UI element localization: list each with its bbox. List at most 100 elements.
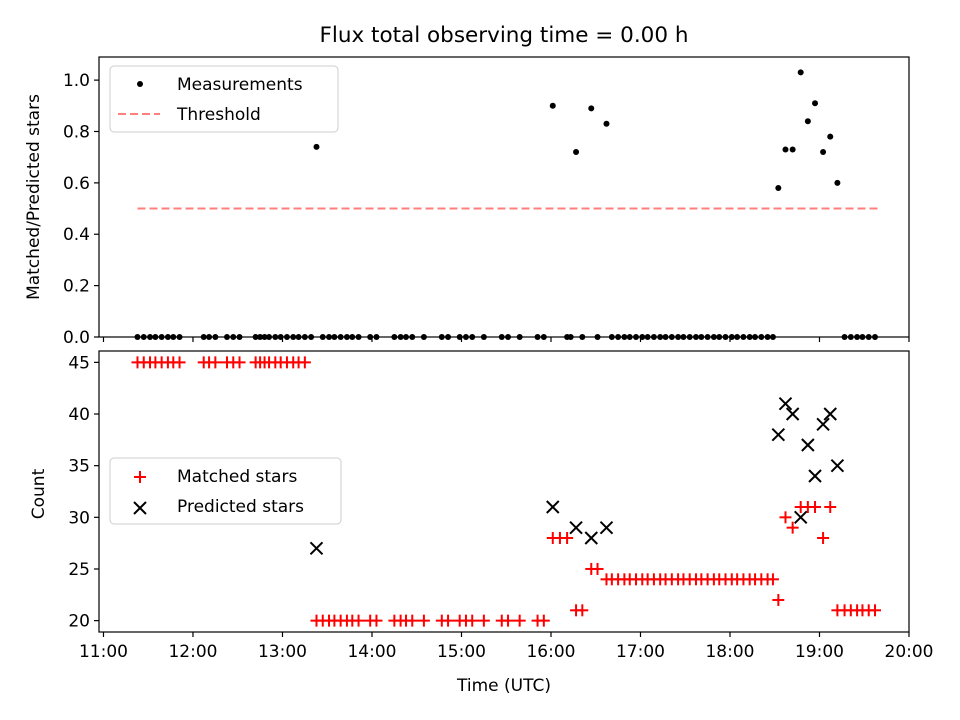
predicted-star-point [584,531,598,545]
top-ytick-label: 0.4 [63,225,90,245]
predicted-star-point [771,427,786,442]
matched-star-point [502,614,515,627]
predicted-star-stroke-b [569,520,583,535]
predicted-star-point [793,510,808,525]
matched-star-point [209,356,222,369]
bottom-ytick-label: 30 [68,508,90,528]
predicted-star-point [546,500,560,514]
bottom-axes-frame [98,350,910,633]
predicted-star-stroke-b [793,510,808,525]
matched-star-point [466,614,479,627]
top-ytick-label: 0.6 [63,174,90,194]
predicted-star-stroke-b [816,417,830,432]
top-legend: Measurements Threshold [109,65,339,133]
bottom-xtick-label: 15:00 [437,642,486,662]
matched-star-point [868,604,881,617]
bottom-xtick-label: 19:00 [795,642,844,662]
matched-star-point [173,356,186,369]
matched-star-point [817,531,830,544]
top-legend-box [109,65,339,133]
predicted-star-point [778,396,793,411]
predicted-star-point [569,520,583,535]
predicted-star-point [309,541,324,556]
measurement-point [588,105,595,112]
legend-threshold-label: Threshold [176,105,261,125]
top-ytick-label: 0.2 [63,277,90,297]
bottom-legend: Matched stars Predicted stars [109,457,342,525]
matched-star-point [513,614,526,627]
predicted-star-stroke-b [599,520,614,535]
top-y-axis-label: Matched/Predicted stars [24,94,44,300]
bottom-ytick-label: 20 [68,612,90,632]
predicted-star-stroke-b [801,438,815,452]
legend-measurements-marker [137,81,143,87]
figure-title: Flux total observing time = 0.00 h [320,23,689,48]
bottom-ytick-label: 35 [68,457,90,477]
top-ytick-label: 1.0 [63,71,90,91]
measurement-point [789,146,796,153]
predicted-star-stroke-b [309,541,324,556]
measurement-point [782,146,789,153]
predicted-star-stroke-b [823,407,837,421]
legend-measurements-label: Measurements [177,75,303,95]
top-panel: 0.0 0.2 0.4 0.6 0.8 1.0 Matched/Predicted sta… [24,56,910,348]
bottom-xtick-label: 20:00 [885,642,934,662]
top-axes-frame [98,56,910,338]
matched-star-point [477,614,490,627]
matched-star-point [824,500,837,513]
matched-star-point [370,614,383,627]
legend-predicted-marker [133,501,147,515]
matched-star-point [809,500,822,513]
bottom-xtick-label: 13:00 [258,642,307,662]
matched-star-point [537,614,550,627]
measurement-point [804,118,811,125]
bottom-ytick-label: 25 [68,560,90,580]
legend-predicted-label: Predicted stars [177,497,304,517]
bottom-xtick-label: 14:00 [347,642,396,662]
predicted-star-stroke-b [785,407,800,421]
bottom-xtick-label: 11:00 [79,642,128,662]
predicted-star-point [599,520,614,535]
measurement-point [313,143,320,150]
matched-star-point [298,356,311,369]
matched-star-point [561,531,574,544]
measurement-point [775,185,782,192]
matched-star-point [352,614,365,627]
matched-star-point [591,562,604,575]
bottom-xtick-label: 12:00 [168,642,217,662]
matched-star-point [406,614,419,627]
top-ytick-label: 0.8 [63,122,90,142]
predicted-star-stroke-b [778,396,793,411]
predicted-star-stroke-b [546,500,560,514]
bottom-xtick-label: 17:00 [616,642,665,662]
legend-matched-marker [134,471,146,483]
predicted-star-point [823,407,837,421]
predicted-star-point [816,417,830,432]
predicted-star-stroke-b [808,469,822,483]
matched-star-point [772,593,785,606]
predicted-star-point [830,458,845,473]
bottom-panel: 20 25 30 35 40 45 11:00 12:00 13:00 14:00 15:00 16… [29,350,934,696]
measurement-point [812,100,819,107]
measurement-point [834,179,841,186]
bottom-ytick-label: 45 [68,353,90,373]
predicted-star-point [808,469,822,483]
predicted-star-stroke-b [584,531,598,545]
x-axis-label: Time (UTC) [456,676,551,696]
measurement-point [603,120,610,127]
matched-star-point [233,356,246,369]
predicted-star-point [785,407,800,421]
matched-star-point [417,614,430,627]
legend-matched-label: Matched stars [177,467,297,487]
measurement-point [573,149,580,156]
top-ytick-label: 0.0 [63,328,90,348]
matched-star-point [576,604,589,617]
bottom-xtick-label: 18:00 [705,642,754,662]
bottom-legend-box [109,457,342,525]
measurement-point [827,133,834,140]
predicted-star-stroke-b [771,427,786,442]
matched-star-point [779,511,792,524]
bottom-y-axis-label: Count [29,468,49,519]
bottom-xtick-label: 16:00 [526,642,575,662]
